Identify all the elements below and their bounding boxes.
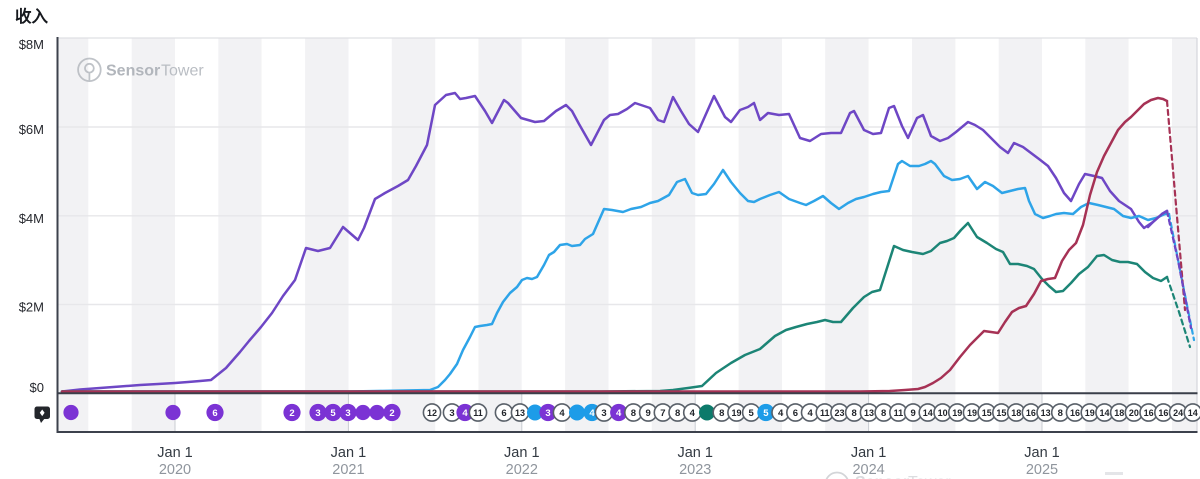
svg-text:16: 16 — [1158, 408, 1168, 418]
svg-text:收入: 收入 — [15, 6, 49, 26]
svg-text:7: 7 — [660, 408, 665, 419]
svg-text:13: 13 — [864, 408, 874, 418]
svg-text:$2M: $2M — [19, 300, 44, 315]
svg-text:2022: 2022 — [506, 462, 538, 478]
svg-text:Jan 1: Jan 1 — [851, 445, 886, 461]
svg-text:13: 13 — [515, 408, 525, 418]
svg-text:8: 8 — [631, 408, 636, 419]
svg-text:2: 2 — [389, 408, 394, 419]
svg-text:Tower: Tower — [161, 63, 204, 80]
svg-text:$0: $0 — [30, 380, 44, 395]
svg-text:$8M: $8M — [19, 37, 44, 52]
svg-text:2021: 2021 — [332, 462, 364, 478]
svg-text:2024: 2024 — [852, 462, 884, 478]
svg-text:14: 14 — [923, 408, 933, 418]
svg-text:5: 5 — [749, 408, 755, 419]
svg-text:Sensor: Sensor — [855, 474, 909, 479]
svg-text:14: 14 — [1099, 408, 1109, 418]
svg-text:5: 5 — [330, 408, 336, 419]
svg-text:4: 4 — [778, 408, 784, 419]
svg-text:10: 10 — [938, 408, 948, 418]
svg-text:8: 8 — [881, 408, 886, 419]
svg-text:4: 4 — [559, 408, 565, 419]
svg-text:24: 24 — [1173, 408, 1183, 418]
svg-text:14: 14 — [1188, 408, 1198, 418]
svg-text:2025: 2025 — [1026, 462, 1058, 478]
svg-text:15: 15 — [982, 408, 992, 418]
svg-text:Tower: Tower — [908, 474, 951, 479]
svg-text:Sensor: Sensor — [106, 63, 160, 80]
svg-text:2: 2 — [289, 408, 294, 419]
svg-text:11: 11 — [894, 408, 904, 418]
svg-text:13: 13 — [1041, 408, 1051, 418]
svg-text:16: 16 — [1070, 408, 1080, 418]
svg-text:Jan 1: Jan 1 — [504, 445, 539, 461]
svg-text:$6M: $6M — [19, 122, 44, 137]
svg-text:12: 12 — [427, 408, 437, 418]
svg-text:2023: 2023 — [679, 462, 711, 478]
svg-text:3: 3 — [315, 408, 320, 419]
svg-text:5: 5 — [763, 408, 769, 419]
svg-text:6: 6 — [793, 408, 798, 419]
svg-text:6: 6 — [501, 408, 506, 419]
svg-text:Jan 1: Jan 1 — [157, 445, 192, 461]
svg-text:Jan 1: Jan 1 — [331, 445, 366, 461]
svg-text:18: 18 — [1114, 408, 1124, 418]
svg-text:3: 3 — [545, 408, 550, 419]
svg-text:9: 9 — [910, 408, 915, 419]
svg-text:11: 11 — [473, 408, 483, 418]
svg-text:4: 4 — [690, 408, 696, 419]
svg-text:3: 3 — [601, 408, 606, 419]
svg-text:$4M: $4M — [19, 211, 44, 226]
svg-text:19: 19 — [1085, 408, 1095, 418]
svg-text:3: 3 — [345, 408, 350, 419]
svg-text:8: 8 — [852, 408, 857, 419]
svg-text:18: 18 — [1011, 408, 1021, 418]
svg-text:4: 4 — [462, 408, 468, 419]
svg-text:16: 16 — [1026, 408, 1036, 418]
svg-text:19: 19 — [967, 408, 977, 418]
svg-text:8: 8 — [1058, 408, 1063, 419]
svg-text:3: 3 — [449, 408, 454, 419]
svg-text:4: 4 — [589, 408, 595, 419]
svg-text:4: 4 — [807, 408, 813, 419]
svg-text:Jan 1: Jan 1 — [677, 445, 712, 461]
svg-text:11: 11 — [820, 408, 830, 418]
svg-text:16: 16 — [1144, 408, 1154, 418]
svg-text:20: 20 — [1129, 408, 1139, 418]
svg-text:2020: 2020 — [159, 462, 191, 478]
svg-text:9: 9 — [646, 408, 651, 419]
svg-text:4: 4 — [616, 408, 622, 419]
svg-text:23: 23 — [834, 408, 844, 418]
svg-text:6: 6 — [212, 408, 217, 419]
svg-text:19: 19 — [731, 408, 741, 418]
svg-text:15: 15 — [996, 408, 1006, 418]
svg-text:Jan 1: Jan 1 — [1024, 445, 1059, 461]
svg-text:8: 8 — [719, 408, 724, 419]
svg-text:19: 19 — [952, 408, 962, 418]
svg-text:8: 8 — [675, 408, 680, 419]
